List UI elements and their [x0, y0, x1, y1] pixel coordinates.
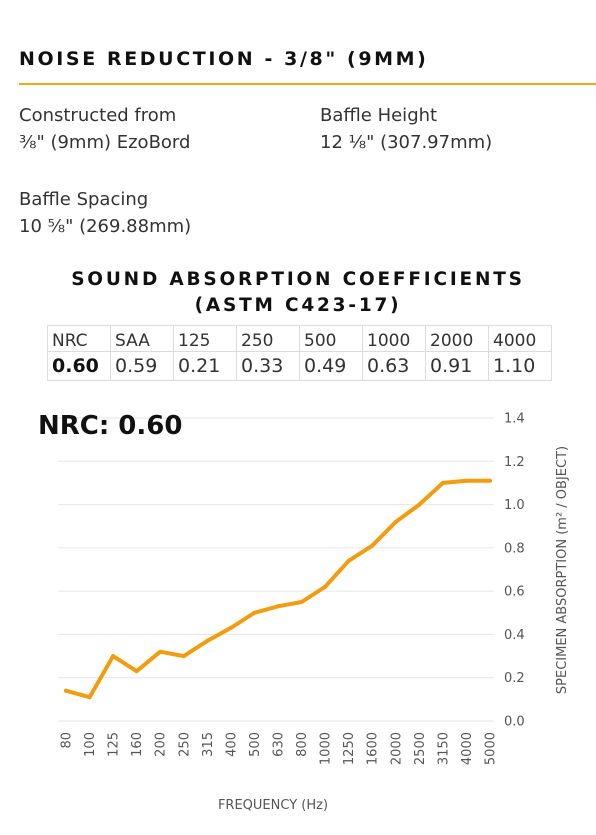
data-point: [346, 558, 351, 563]
x-tick-label: 2500: [413, 732, 428, 765]
y-tick-label: 0.4: [504, 628, 525, 643]
data-point: [228, 625, 233, 630]
data-point: [464, 478, 469, 483]
y-tick-label: 0.6: [504, 585, 525, 600]
data-point: [488, 478, 492, 483]
coef-value-saa: 0.59: [110, 351, 174, 381]
x-tick-label: 4000: [460, 732, 475, 765]
chart-y-axis-label: SPECIMEN ABSORPTION (m² / OBJECT): [555, 446, 570, 694]
x-tick-label: 160: [130, 732, 145, 757]
data-point: [393, 519, 398, 524]
y-tick-label: 0.2: [504, 671, 525, 686]
x-tick-label: 2000: [389, 732, 404, 765]
x-tick-label: 1600: [366, 732, 381, 765]
absorption-chart: 0.0 0.2 0.4 0.6 0.8 1.0 1.2 1.4 80 100 125 160 200 2…: [58, 412, 570, 813]
data-point: [134, 669, 139, 674]
spec-height: Baffle Height 12 ⅛" (307.97mm): [320, 102, 492, 156]
coef-header-125: 125: [173, 325, 237, 352]
coef-value-1000: 0.63: [362, 351, 426, 381]
data-point: [370, 543, 375, 548]
data-point: [158, 649, 163, 654]
nrc-callout: NRC: 0.60: [38, 411, 183, 441]
coefficients-subtitle: (ASTM C423-17): [194, 295, 402, 316]
coef-value-500: 0.49: [299, 351, 363, 381]
x-tick-label: 200: [154, 732, 169, 757]
data-point: [87, 695, 92, 700]
coefficients-title: SOUND ABSORPTION COEFFICIENTS: [71, 269, 525, 290]
y-tick-label: 1.0: [504, 498, 525, 513]
spec-constructed-value: ⅜" (9mm) EzoBord: [19, 132, 191, 153]
data-point: [181, 654, 186, 659]
x-tick-label: 5000: [484, 732, 499, 765]
x-tick-label: 3150: [436, 732, 451, 765]
x-tick-label: 315: [201, 732, 216, 757]
chart-series: [64, 478, 492, 700]
series-line: [64, 478, 492, 700]
chart-gridlines: [58, 417, 494, 722]
coef-value-250: 0.33: [236, 351, 300, 381]
coefficients-header-row: NRC SAA 125 250 500 1000 2000 4000: [47, 325, 552, 352]
chart-y-ticks: 0.0 0.2 0.4 0.6 0.8 1.0 1.2 1.4: [504, 412, 525, 730]
coef-value-125: 0.21: [173, 351, 237, 381]
data-point: [252, 610, 257, 615]
x-tick-label: 80: [60, 732, 75, 749]
title-divider: [19, 83, 596, 85]
x-tick-label: 100: [83, 732, 98, 757]
x-tick-label: 800: [295, 732, 310, 757]
data-point: [64, 688, 68, 693]
data-point: [440, 480, 445, 485]
spec-constructed-label: Constructed from: [19, 105, 177, 126]
x-tick-label: 250: [177, 732, 192, 757]
coef-header-500: 500: [299, 325, 363, 352]
coefficients-value-row: 0.60 0.59 0.21 0.33 0.49 0.63 0.91 1.10: [47, 351, 552, 381]
spec-spacing: Baffle Spacing 10 ⅝" (269.88mm): [19, 186, 191, 240]
data-point: [323, 584, 328, 589]
data-point: [111, 654, 116, 659]
spec-spacing-label: Baffle Spacing: [19, 189, 149, 210]
spec-height-label: Baffle Height: [320, 105, 438, 126]
x-tick-label: 400: [224, 732, 239, 757]
coef-header-4000: 4000: [488, 325, 552, 352]
coef-header-saa: SAA: [110, 325, 174, 352]
y-tick-label: 1.4: [504, 412, 525, 427]
chart-x-ticks: 80 100 125 160 200 250 315 400 500 630 800 1000 1250…: [60, 732, 499, 765]
y-tick-label: 1.2: [504, 455, 525, 470]
y-tick-label: 0.8: [504, 541, 525, 556]
coef-header-1000: 1000: [362, 325, 426, 352]
coef-header-2000: 2000: [425, 325, 489, 352]
coef-value-2000: 0.91: [425, 351, 489, 381]
data-point: [417, 502, 422, 507]
spec-spacing-value: 10 ⅝" (269.88mm): [19, 216, 192, 237]
spec-height-value: 12 ⅛" (307.97mm): [320, 132, 493, 153]
chart-x-axis-label: FREQUENCY (Hz): [218, 798, 328, 813]
coefficients-table: NRC SAA 125 250 500 1000 2000 4000 0.60 …: [47, 325, 552, 381]
x-tick-label: 1000: [319, 732, 334, 765]
spec-constructed: Constructed from ⅜" (9mm) EzoBord: [19, 102, 190, 156]
x-tick-label: 125: [107, 732, 122, 757]
x-tick-label: 630: [272, 732, 287, 757]
y-tick-label: 0.0: [504, 715, 525, 730]
data-point: [276, 604, 280, 609]
coef-value-nrc: 0.60: [47, 351, 111, 381]
page-title: NOISE REDUCTION - 3/8" (9MM): [19, 48, 429, 70]
coef-header-nrc: NRC: [47, 325, 111, 352]
coef-value-4000: 1.10: [488, 351, 552, 381]
data-point: [299, 599, 304, 604]
x-tick-label: 1250: [342, 732, 357, 765]
data-point: [205, 638, 210, 643]
coef-header-250: 250: [236, 325, 300, 352]
x-tick-label: 500: [248, 732, 263, 757]
